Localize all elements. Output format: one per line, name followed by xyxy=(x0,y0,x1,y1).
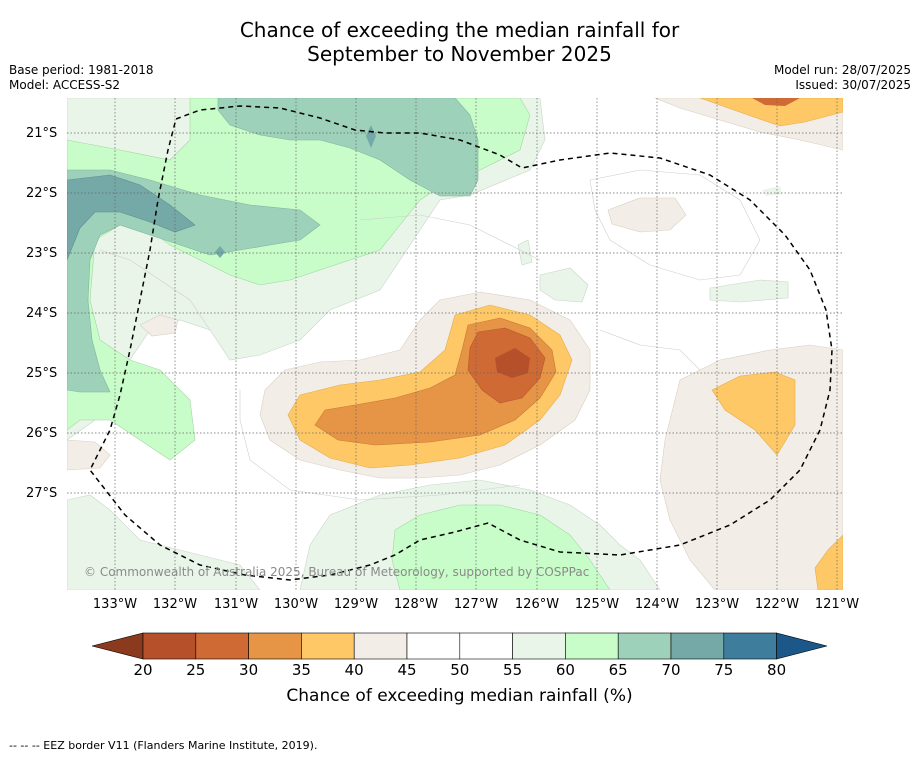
colorbar-tick-label: 30 xyxy=(239,661,259,679)
latitude-label: 21°S xyxy=(26,126,58,141)
longitude-label: 122°W xyxy=(754,597,800,612)
longitude-label: 133°W xyxy=(92,597,138,612)
region-40-45-west-edge xyxy=(67,439,111,471)
latitude-label: 24°S xyxy=(26,306,58,321)
colorbar-tick-label: 20 xyxy=(133,661,153,679)
longitude-label: 132°W xyxy=(152,597,198,612)
longitude-label: 125°W xyxy=(574,597,620,612)
longitude-label: 123°W xyxy=(694,597,740,612)
longitude-label: 121°W xyxy=(814,597,860,612)
base-period: Base period: 1981-2018 xyxy=(9,63,154,77)
colorbar-tick-label: 80 xyxy=(767,661,787,679)
region-65-70-west xyxy=(67,169,321,393)
region-55-60-east-a xyxy=(539,267,589,303)
region-25-30-northeast xyxy=(752,98,800,106)
model-run: Model run: 28/07/2025 xyxy=(773,63,911,77)
region-70-75-west xyxy=(67,174,196,261)
region-35-40-northeast xyxy=(699,98,843,127)
contour-line-d xyxy=(599,329,701,371)
region-65-70-north xyxy=(217,98,479,197)
region-70-75-spot-b xyxy=(215,246,225,258)
region-60-65-south xyxy=(391,504,611,590)
meta-right: Model run: 28/07/2025 Issued: 30/07/2025 xyxy=(774,63,911,93)
colorbar-tick-label: 50 xyxy=(450,661,470,679)
latitude-label: 22°S xyxy=(26,186,58,201)
contour-line-c xyxy=(589,169,761,281)
longitude-label: 131°W xyxy=(213,597,259,612)
region-35-40-east xyxy=(711,371,796,456)
eez-border xyxy=(89,105,833,581)
colorbar-tick-label: 65 xyxy=(608,661,628,679)
colorbar-tick-label: 45 xyxy=(397,661,417,679)
region-20-25-central xyxy=(495,348,530,378)
meta-left: Base period: 1981-2018 Model: ACCESS-S2 xyxy=(9,63,154,93)
contour-line-a xyxy=(99,249,211,331)
colorbar-tick-label: 25 xyxy=(186,661,206,679)
longitude-label: 127°W xyxy=(453,597,499,612)
eez-footnote: -- -- -- EEZ border V11 (Flanders Marine… xyxy=(9,739,318,752)
latitude-label: 25°S xyxy=(26,366,58,381)
title-line-1: Chance of exceeding the median rainfall … xyxy=(239,18,680,42)
colorbar-tick-label: 75 xyxy=(714,661,734,679)
colorbar-tick-label: 35 xyxy=(291,661,311,679)
region-55-60-east-b xyxy=(709,279,789,303)
colorbar-title: Chance of exceeding median rainfall (%) xyxy=(286,686,633,706)
longitude-label: 130°W xyxy=(273,597,319,612)
model-name: Model: ACCESS-S2 xyxy=(9,78,121,92)
longitude-label: 124°W xyxy=(634,597,680,612)
map-title: Chance of exceeding the median rainfall … xyxy=(0,18,919,66)
colorbar-tick-label: 70 xyxy=(661,661,681,679)
colorbar-tick-label: 60 xyxy=(555,661,575,679)
copyright-notice: © Commonwealth of Australia 2025, Bureau… xyxy=(84,565,590,579)
longitude-label: 128°W xyxy=(393,597,439,612)
colorbar-tick-label: 40 xyxy=(344,661,364,679)
contour-line-b xyxy=(239,390,521,501)
longitude-label: 129°W xyxy=(333,597,379,612)
latitude-label: 27°S xyxy=(26,486,58,501)
region-70-75-spot-a xyxy=(366,125,376,148)
title-line-2: September to November 2025 xyxy=(307,42,612,66)
issued-date: Issued: 30/07/2025 xyxy=(795,78,911,92)
region-40-45-east xyxy=(659,344,843,590)
latitude-label: 26°S xyxy=(26,426,58,441)
longitude-label: 126°W xyxy=(514,597,560,612)
latitude-label: 23°S xyxy=(26,246,58,261)
region-35-40-southeast xyxy=(814,534,843,590)
colorbar-tick-label: 55 xyxy=(503,661,523,679)
region-40-45-east-patch xyxy=(607,197,687,233)
contour-line-e xyxy=(359,214,541,261)
region-40-45-west-spot xyxy=(139,314,179,337)
